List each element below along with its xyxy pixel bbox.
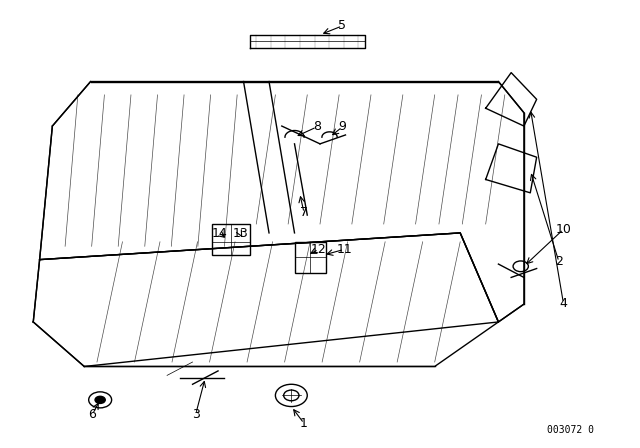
FancyBboxPatch shape: [294, 242, 326, 273]
Circle shape: [95, 396, 105, 404]
Text: 6: 6: [88, 408, 97, 421]
Text: 12: 12: [311, 243, 326, 256]
Text: 5: 5: [339, 19, 346, 32]
Text: 4: 4: [559, 297, 567, 310]
Text: 2: 2: [555, 255, 563, 268]
Text: 14: 14: [212, 227, 228, 240]
Text: 13: 13: [232, 227, 248, 240]
Text: 8: 8: [313, 121, 321, 134]
Text: 7: 7: [300, 207, 308, 220]
Text: 003072 0: 003072 0: [547, 426, 594, 435]
Text: 10: 10: [556, 223, 572, 236]
Text: 3: 3: [192, 408, 200, 421]
Text: 9: 9: [339, 121, 346, 134]
Text: 11: 11: [337, 243, 352, 256]
Text: 1: 1: [300, 417, 308, 430]
FancyBboxPatch shape: [212, 224, 250, 255]
